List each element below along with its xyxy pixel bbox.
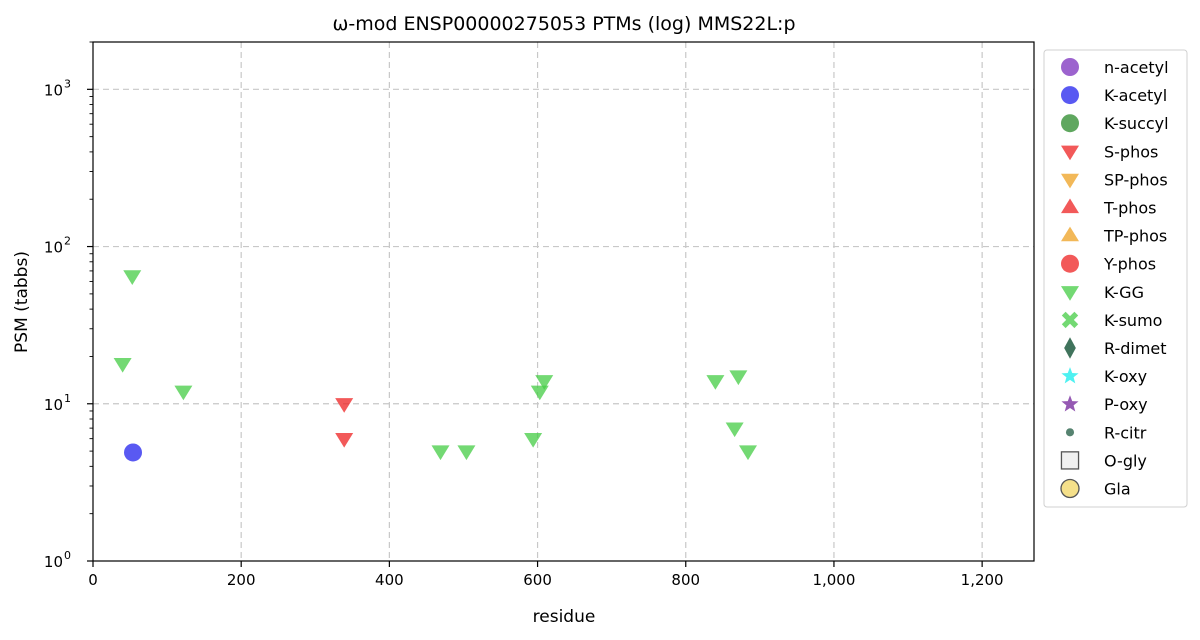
x-axis: 0 200 400 600 800 1,000 1,200 xyxy=(88,561,1004,589)
legend-marker xyxy=(1061,226,1079,242)
x-axis-label: residue xyxy=(533,607,596,627)
legend-item: K-GG xyxy=(1061,283,1144,302)
data-point-k-gg xyxy=(535,375,554,390)
legend-label: n-acetyl xyxy=(1104,58,1169,77)
y-tick-label: 103 xyxy=(44,77,71,99)
legend-marker xyxy=(1061,86,1079,105)
legend-item: K-succyl xyxy=(1061,114,1169,133)
legend-item: n-acetyl xyxy=(1061,58,1169,77)
legend-label: K-succyl xyxy=(1104,114,1169,133)
legend: n-acetyl K-acetyl K-succyl S-phos SP-phos T-p… xyxy=(1043,49,1188,508)
y-tick-label: 102 xyxy=(44,235,71,257)
x-tick-label: 0 xyxy=(88,571,98,589)
legend-marker xyxy=(1060,478,1080,499)
data-point-s-phos xyxy=(335,432,354,448)
data-point-s-phos xyxy=(335,398,354,413)
legend-item: Y-phos xyxy=(1061,254,1156,274)
plot-frame xyxy=(92,41,1035,562)
legend-item: T-phos xyxy=(1061,199,1157,218)
y-axis-label: PSM (tabbs) xyxy=(12,251,32,353)
legend-marker xyxy=(1064,337,1076,359)
legend-marker xyxy=(1061,286,1079,301)
data-points xyxy=(113,270,757,462)
legend-label: TP-phos xyxy=(1103,227,1167,246)
data-point-k-gg xyxy=(113,357,132,373)
legend-item: P-oxy xyxy=(1061,395,1148,414)
legend-label: O-gly xyxy=(1104,451,1147,470)
legend-label: K-oxy xyxy=(1104,367,1147,386)
y-axis: 100 101 102 103 xyxy=(44,41,93,571)
data-point-k-gg xyxy=(706,375,725,390)
legend-frame xyxy=(1043,49,1188,508)
legend-marker xyxy=(1060,451,1080,470)
legend-label: SP-phos xyxy=(1104,170,1168,189)
legend-marker xyxy=(1061,114,1079,133)
legend-item: K-sumo xyxy=(1061,311,1162,330)
legend-item: R-dimet xyxy=(1064,337,1167,359)
legend-marker xyxy=(1061,198,1079,214)
x-tick-label: 200 xyxy=(227,571,256,589)
data-point-k-gg xyxy=(174,385,193,401)
legend-marker xyxy=(1061,311,1079,329)
legend-label: P-oxy xyxy=(1104,395,1148,414)
legend-item: R-citr xyxy=(1065,423,1147,442)
data-point-k-gg xyxy=(431,445,450,461)
legend-marker xyxy=(1065,428,1075,437)
data-point-k-gg xyxy=(123,270,142,285)
legend-marker xyxy=(1061,395,1079,412)
x-tick-label: 600 xyxy=(523,571,552,589)
legend-item: K-acetyl xyxy=(1061,86,1167,105)
legend-item: Gla xyxy=(1060,478,1131,499)
x-tick-label: 1,000 xyxy=(812,571,855,589)
legend-label: Y-phos xyxy=(1103,255,1156,274)
chart-title: ω-mod ENSP00000275053 PTMs (log) MMS22L:… xyxy=(332,13,795,35)
data-point-k-gg xyxy=(530,385,549,401)
data-point-k-gg xyxy=(725,422,744,438)
legend-marker xyxy=(1061,173,1079,189)
legend-label: S-phos xyxy=(1104,142,1158,161)
legend-label: T-phos xyxy=(1103,199,1157,218)
legend-label: Gla xyxy=(1104,480,1131,499)
legend-label: R-citr xyxy=(1104,423,1147,442)
legend-marker xyxy=(1061,58,1079,76)
legend-label: K-GG xyxy=(1104,283,1144,302)
legend-label: K-sumo xyxy=(1104,311,1162,330)
data-point-k-gg xyxy=(738,445,757,461)
x-tick-label: 1,200 xyxy=(961,571,1004,589)
grid xyxy=(93,42,1034,561)
legend-marker xyxy=(1061,254,1079,273)
legend-item: TP-phos xyxy=(1061,227,1167,246)
legend-item: SP-phos xyxy=(1061,170,1168,189)
legend-item: K-oxy xyxy=(1061,367,1147,386)
data-point-k-gg xyxy=(729,370,748,386)
legend-label: R-dimet xyxy=(1104,339,1167,358)
data-point-k-gg xyxy=(457,445,476,461)
y-tick-label: 100 xyxy=(44,549,71,571)
legend-item: O-gly xyxy=(1060,451,1147,470)
legend-label: K-acetyl xyxy=(1104,86,1167,105)
legend-marker xyxy=(1061,145,1079,161)
legend-item: S-phos xyxy=(1061,142,1158,161)
y-tick-label: 101 xyxy=(44,392,71,414)
x-tick-label: 400 xyxy=(375,571,404,589)
legend-marker xyxy=(1061,367,1079,384)
data-point-k-gg xyxy=(524,432,543,448)
x-tick-label: 800 xyxy=(671,571,700,589)
data-point-k-acetyl xyxy=(124,443,143,462)
